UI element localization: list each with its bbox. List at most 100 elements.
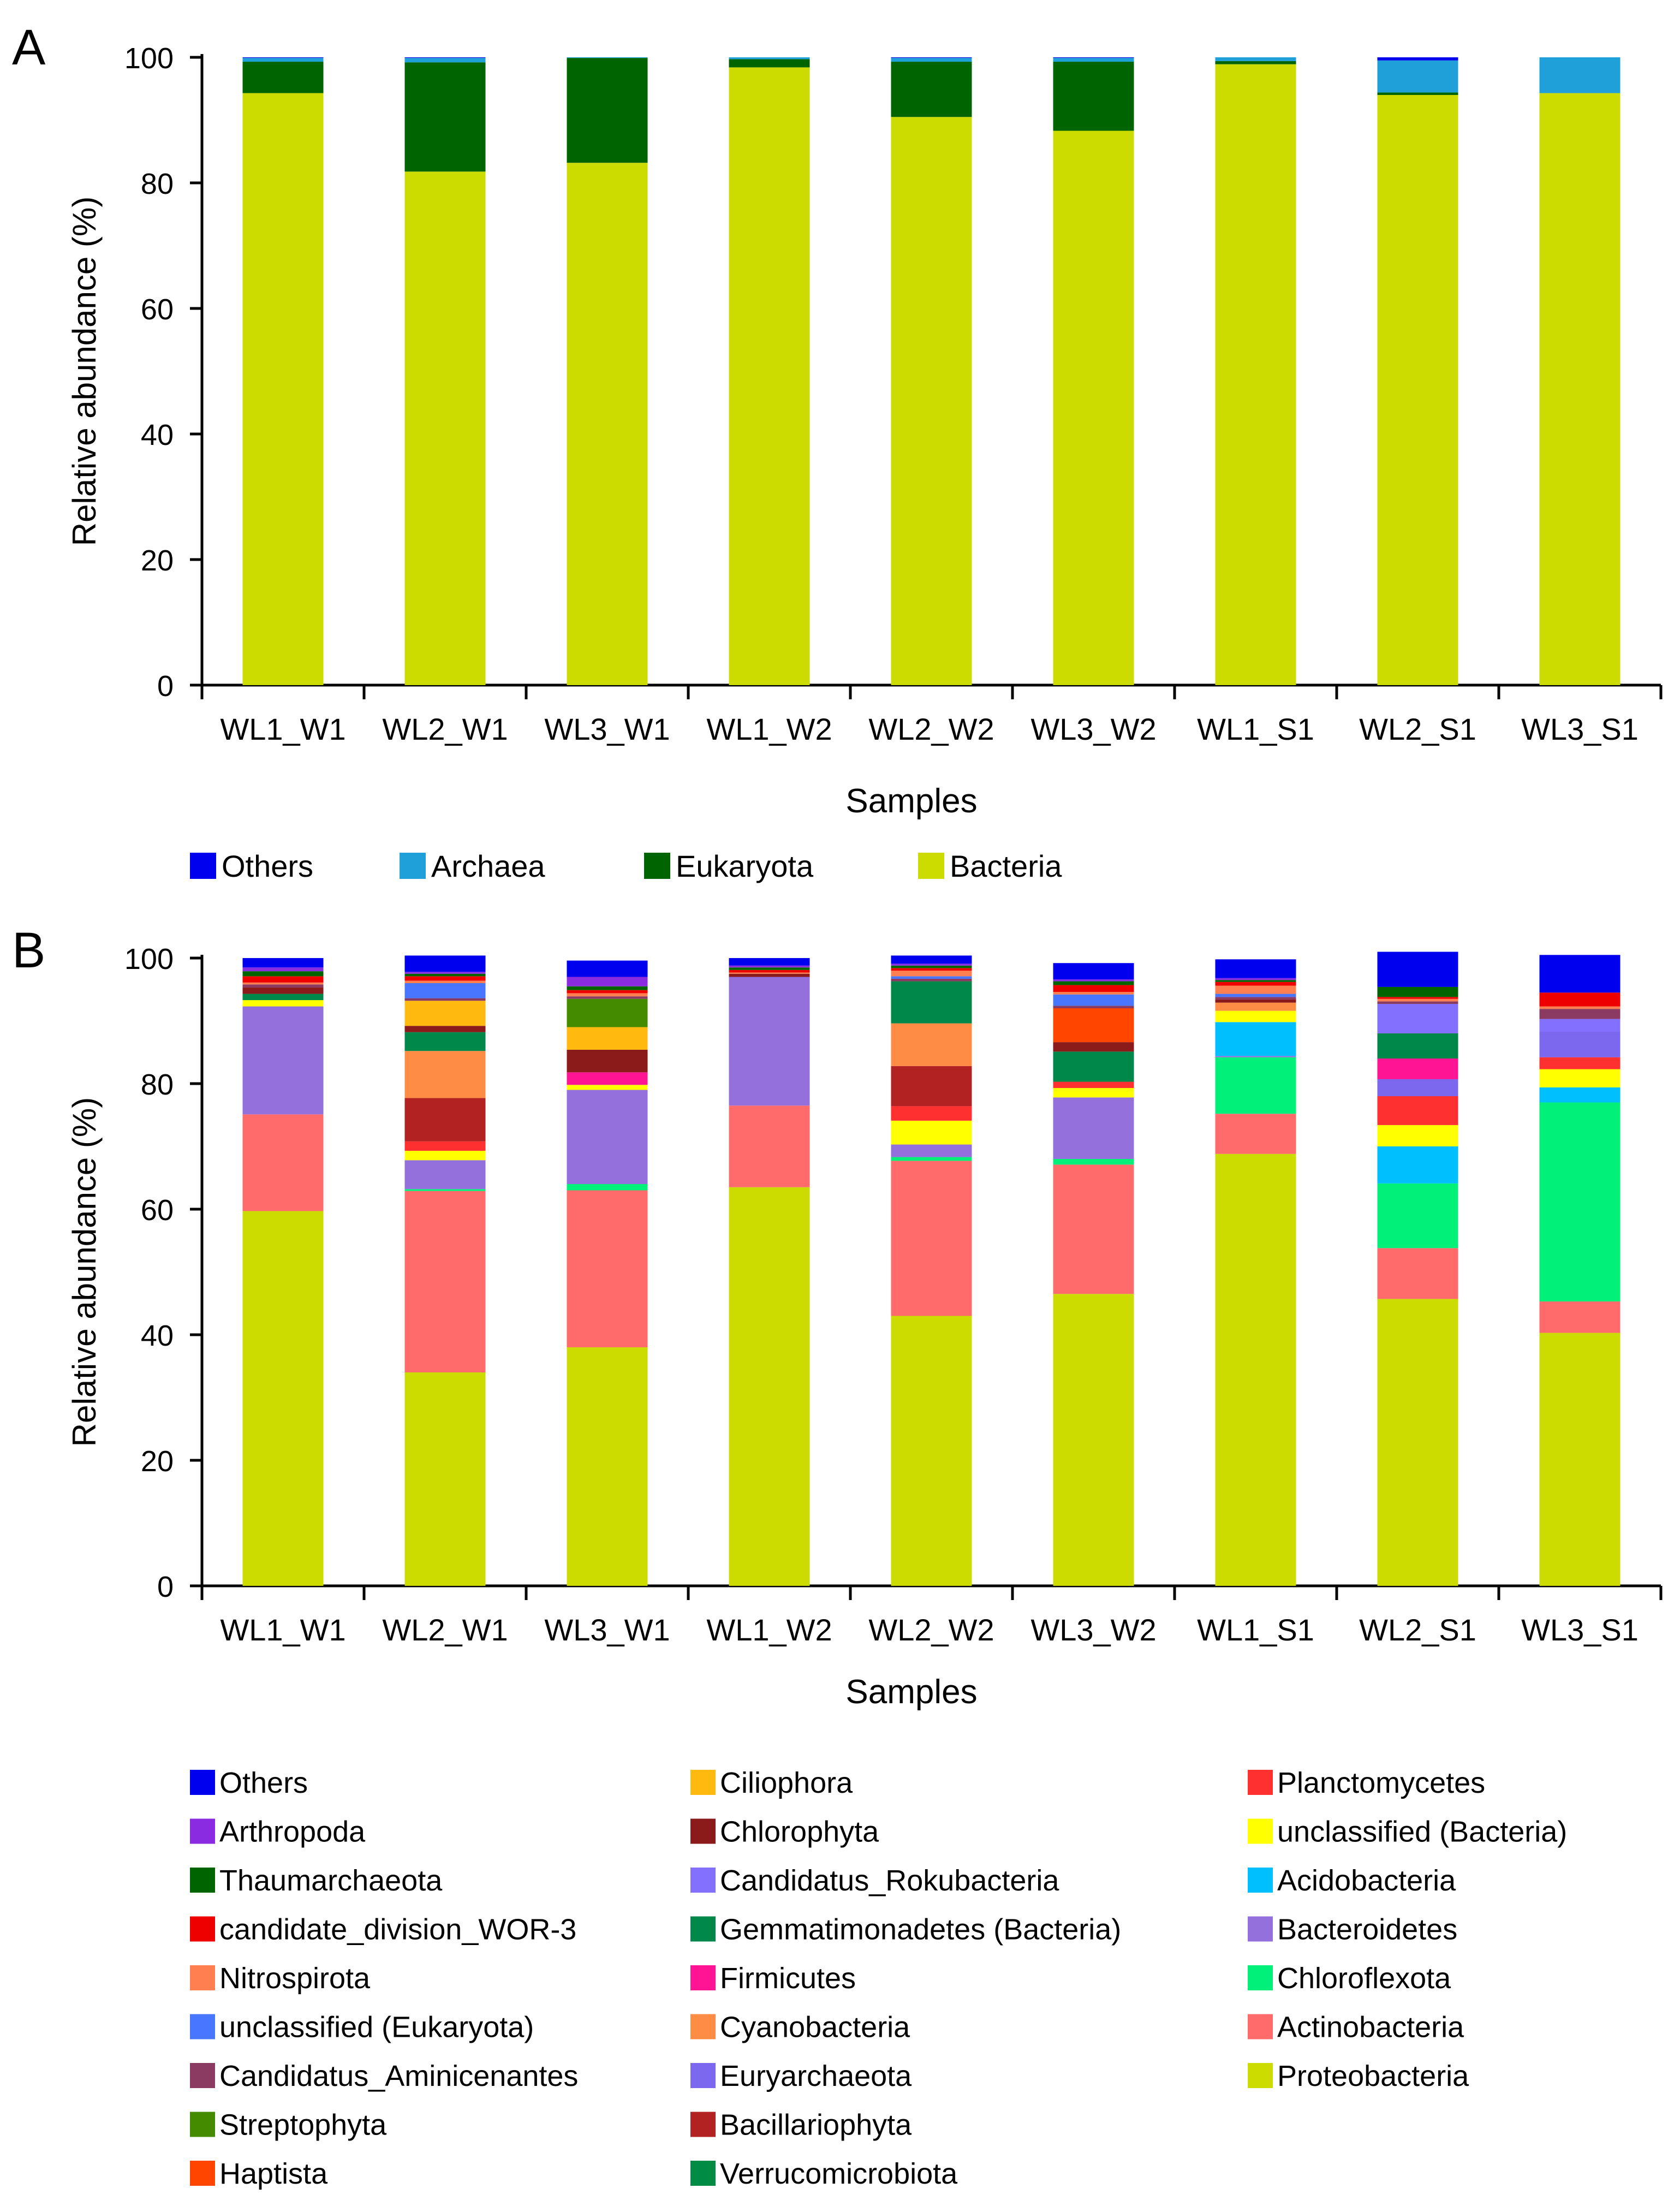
- legend-item-arthropoda: Arthropoda: [190, 1816, 366, 1848]
- bar-segment-bacteria: [567, 163, 648, 685]
- bar-segment-arthropoda: [891, 964, 972, 966]
- y-tick-label: 100: [124, 943, 174, 976]
- bar-segment-streptophyta: [567, 998, 648, 1027]
- legend-swatch: [190, 1868, 215, 1893]
- legend-label: Bacillariophyta: [720, 2109, 912, 2142]
- bar-segment-unclassified-bacteria: [891, 1120, 972, 1145]
- panel-b-plot: 0 20 40 60 80 100 WL1_W1 WL2_W1 WL3_W1 WL1_W2 WL2_…: [124, 943, 1663, 1647]
- y-tick-label: 80: [141, 168, 174, 200]
- legend-swatch: [918, 853, 944, 879]
- bar-stack-wl3-w1: [567, 960, 648, 1586]
- bar-segment-nitrospirota: [567, 993, 648, 997]
- bar-segment-actinobacteria: [404, 1191, 486, 1372]
- bar-segment-bacteroidetes: [1215, 1056, 1296, 1057]
- legend-item-bacillariophyta: Bacillariophyta: [690, 2109, 912, 2142]
- bar-segment-haptista: [1053, 1008, 1134, 1043]
- legend-item-candidate-division-wor-3: candidate_division_WOR-3: [190, 1913, 576, 1946]
- legend-swatch: [1248, 1818, 1273, 1844]
- legend-item-gemmatimonadetes-bacteria: Gemmatimonadetes (Bacteria): [690, 1913, 1121, 1946]
- bar-stack-wl2-w2: [891, 955, 972, 1586]
- bar-segment-bacteria: [891, 117, 972, 685]
- panel-a-plot: 0 20 40 60 80 100 WL1_W1 WL2_W1 WL3_W1 WL1_W2 WL2_…: [124, 42, 1663, 746]
- bar-segment-chloroflexota: [1215, 1057, 1296, 1114]
- legend-swatch: [190, 1965, 215, 1990]
- bar-segment-gemmatimonadetes-bacteria: [404, 1032, 486, 1051]
- legend-swatch: [1248, 1770, 1273, 1795]
- bar-stack-wl3-w2: [1053, 57, 1134, 686]
- panel-a-legend: Others Archaea Eukaryota Bacteria: [190, 849, 1062, 883]
- bar-segment-eukaryota: [567, 58, 648, 163]
- panel-b: B Relative abundance (%) Samples 0 20 40 60…: [12, 923, 1663, 2190]
- legend-label: unclassified (Eukaryota): [219, 2011, 534, 2044]
- bar-segment-unclassified-eukaryota: [891, 976, 972, 979]
- bar-segment-unclassified-eukaryota: [1053, 994, 1134, 1006]
- bar-segment-candidate-division-wor-3: [242, 976, 324, 983]
- bar-segment-candidate-division-wor-3: [404, 976, 486, 981]
- bar-segment-candidatus-aminicenantes: [1053, 1006, 1134, 1008]
- bar-segment-chlorophyta: [567, 1049, 648, 1073]
- bar-segment-bacteria: [1539, 93, 1621, 685]
- bar-segment-proteobacteria: [891, 1316, 972, 1586]
- bar-stack-wl2-w2: [891, 57, 972, 685]
- legend-label: Euryarchaeota: [720, 2060, 912, 2092]
- bar-segment-actinobacteria: [891, 1161, 972, 1316]
- bar-segment-candidate-division-wor-3: [891, 968, 972, 971]
- bar-segment-archaea: [891, 58, 972, 62]
- panel-a: A Relative abundance (%) Samples 0 20 40 60…: [12, 20, 1663, 883]
- bar-segment-arthropoda: [729, 965, 810, 968]
- x-tick-label: WL3_W2: [1030, 712, 1156, 746]
- x-tick-label: WL2_S1: [1359, 1613, 1476, 1647]
- bar-segment-bacteria: [1377, 95, 1458, 685]
- bar-segment-firmicutes: [567, 1072, 648, 1085]
- legend-swatch: [690, 1868, 716, 1893]
- legend-item-unclassified-bacteria: unclassified (Bacteria): [1248, 1816, 1567, 1848]
- bar-segment-unclassified-bacteria: [1539, 1069, 1621, 1087]
- bar-stack-wl2-w1: [404, 57, 486, 685]
- bar-stack-wl3-s1: [1539, 955, 1621, 1586]
- legend-swatch: [690, 1916, 716, 1942]
- legend-item-haptista: Haptista: [190, 2157, 328, 2190]
- legend-swatch: [644, 853, 670, 879]
- bar-stack-wl2-w1: [404, 955, 486, 1586]
- bar-stack-wl1-w1: [242, 958, 324, 1586]
- y-tick-label: 100: [124, 42, 174, 75]
- legend-swatch: [690, 1818, 716, 1844]
- legend-item-eukaryota: Eukaryota: [644, 849, 814, 883]
- bar-stack-wl2-s1: [1377, 952, 1458, 1586]
- bar-segment-bacteroidetes: [404, 1160, 486, 1190]
- bar-segment-nitrospirota: [729, 972, 810, 974]
- bar-segment-gemmatimonadetes-bacteria: [891, 981, 972, 1024]
- legend-swatch: [190, 2161, 215, 2186]
- bar-segment-eukaryota: [891, 62, 972, 117]
- legend-swatch: [690, 1770, 716, 1795]
- legend-label: Verrucomicrobiota: [720, 2157, 958, 2190]
- bar-segment-candidatus-aminicenantes: [404, 998, 486, 1001]
- bar-segment-chloroflexota: [567, 1184, 648, 1191]
- bar-stack-wl1-w2: [729, 958, 810, 1586]
- y-tick-label: 60: [141, 293, 174, 326]
- bar-segment-archaea: [1215, 57, 1296, 61]
- bar-stack-wl1-s1: [1215, 57, 1296, 685]
- legend-label: Cyanobacteria: [720, 2011, 910, 2044]
- bar-segment-chloroflexota: [1053, 1159, 1134, 1165]
- bar-segment-actinobacteria: [1539, 1301, 1621, 1333]
- bar-segment-bacteria: [1053, 130, 1134, 686]
- legend-swatch: [190, 2063, 215, 2088]
- bar-segment-gemmatimonadetes-bacteria: [1053, 1051, 1134, 1082]
- panel-b-y-axis-label: Relative abundance (%): [66, 1097, 103, 1447]
- bar-segment-eukaryota: [1053, 62, 1134, 131]
- bar-segment-others: [1539, 955, 1621, 993]
- x-tick-label: WL1_S1: [1197, 712, 1314, 746]
- bar-segment-planctomycetes: [1377, 1096, 1458, 1125]
- legend-swatch: [190, 1916, 215, 1942]
- legend-swatch: [690, 2161, 716, 2186]
- x-tick-label: WL1_W1: [220, 712, 345, 746]
- bar-stack-wl3-s1: [1539, 57, 1621, 685]
- bar-segment-thaumarchaeota: [242, 971, 324, 977]
- legend-item-ciliophora: Ciliophora: [690, 1767, 853, 1799]
- bar-segment-candidate-division-wor-3: [1539, 992, 1621, 1007]
- legend-swatch: [690, 1965, 716, 1990]
- legend-swatch: [190, 853, 216, 879]
- bar-segment-proteobacteria: [1053, 1294, 1134, 1586]
